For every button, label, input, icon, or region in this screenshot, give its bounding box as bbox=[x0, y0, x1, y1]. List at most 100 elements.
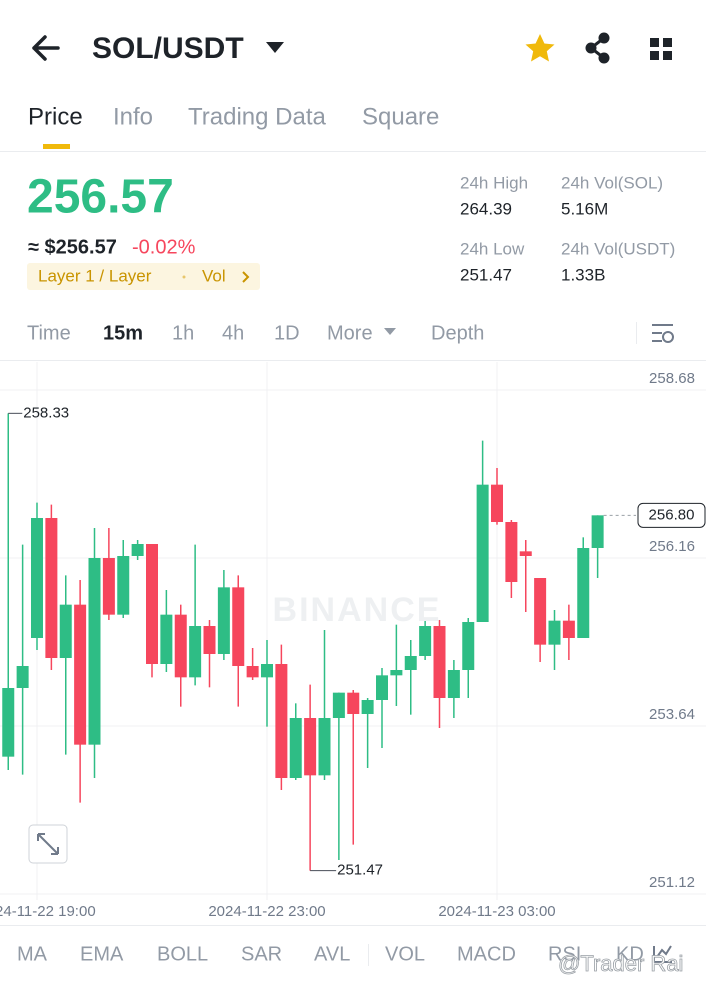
divider bbox=[0, 360, 706, 361]
back-icon bbox=[32, 35, 60, 61]
fiat-price: ≈ $256.57 bbox=[28, 236, 117, 258]
indicator[interactable]: MA bbox=[17, 943, 48, 965]
last-price-box bbox=[637, 502, 706, 528]
indicator[interactable]: SAR bbox=[241, 943, 282, 965]
interval[interactable]: Depth bbox=[431, 322, 484, 344]
candle-body bbox=[433, 626, 446, 698]
candle-body bbox=[160, 614, 173, 664]
tag[interactable]: Vol bbox=[202, 266, 226, 285]
interval[interactable]: Time bbox=[27, 322, 71, 344]
candle-body bbox=[577, 548, 590, 638]
candle-body bbox=[45, 518, 58, 658]
watermark: @Trader Rai bbox=[558, 951, 683, 976]
stat-label: 24h High bbox=[460, 173, 528, 192]
back-button[interactable] bbox=[32, 35, 60, 61]
candle-body bbox=[275, 664, 288, 778]
indicator[interactable]: MACD bbox=[457, 943, 516, 965]
settings-icon[interactable] bbox=[652, 324, 674, 343]
expand-button[interactable] bbox=[28, 824, 68, 864]
tab[interactable]: Trading Data bbox=[188, 103, 327, 130]
candle-body bbox=[203, 626, 216, 654]
tag[interactable]: Layer 1 / Layer bbox=[38, 266, 152, 285]
x-tick-label: 2024-11-23 03:00 bbox=[438, 903, 555, 920]
divider bbox=[636, 322, 637, 344]
price-change: -0.02% bbox=[132, 236, 196, 258]
interval[interactable]: 1h bbox=[172, 322, 194, 344]
settings-gear bbox=[662, 331, 674, 343]
tab-active[interactable]: Price bbox=[28, 103, 83, 130]
stat-label: 24h Vol(USDT) bbox=[561, 239, 675, 258]
candle-body bbox=[131, 544, 144, 556]
y-tick-label: 258.68 bbox=[649, 370, 695, 387]
last-price-label: 256.80 bbox=[649, 506, 695, 523]
share-icon[interactable] bbox=[585, 32, 610, 64]
candle-body bbox=[404, 656, 417, 670]
candle-body bbox=[332, 692, 345, 718]
candle-body bbox=[174, 614, 187, 678]
indicator[interactable]: EMA bbox=[80, 943, 124, 965]
layout-square bbox=[663, 38, 672, 47]
stat-value: 5.16M bbox=[561, 199, 608, 218]
stat-value: 251.47 bbox=[460, 265, 512, 284]
candle-body bbox=[419, 626, 432, 656]
interval[interactable]: More bbox=[327, 322, 373, 344]
candle-body bbox=[361, 700, 374, 714]
candle-body bbox=[562, 620, 575, 638]
stat-label: 24h Low bbox=[460, 239, 525, 258]
settings-lines bbox=[652, 324, 673, 342]
candle-body bbox=[376, 675, 388, 700]
tab[interactable]: Square bbox=[362, 103, 439, 130]
candle-body bbox=[16, 666, 29, 688]
candle-body bbox=[505, 522, 518, 582]
candle-body bbox=[189, 626, 202, 678]
interval[interactable]: 1D bbox=[274, 322, 300, 344]
candle-body bbox=[476, 484, 489, 622]
indicator[interactable]: AVL bbox=[314, 943, 350, 965]
divider bbox=[368, 944, 369, 966]
candle-body bbox=[318, 718, 331, 776]
candle-body bbox=[146, 544, 158, 664]
layout-icon[interactable] bbox=[650, 38, 672, 60]
candle-body bbox=[390, 670, 403, 676]
indicator[interactable]: RSI bbox=[548, 943, 581, 965]
tab[interactable]: Info bbox=[113, 103, 153, 130]
candle-body bbox=[347, 692, 360, 714]
candle-body bbox=[591, 515, 604, 548]
interval-active[interactable]: 15m bbox=[103, 322, 143, 344]
watermark: BINANCE bbox=[273, 591, 442, 629]
layout-square bbox=[650, 38, 659, 47]
low-marker-label: 251.47 bbox=[337, 862, 383, 879]
candle-body bbox=[261, 664, 273, 678]
stat-value: 264.39 bbox=[460, 199, 512, 218]
indicator-icon[interactable] bbox=[653, 945, 672, 963]
interval[interactable]: 4h bbox=[222, 322, 244, 344]
dropdown-icon[interactable] bbox=[266, 42, 284, 53]
candle-body bbox=[519, 551, 532, 556]
stat-value: 1.33B bbox=[561, 265, 605, 284]
share-dot bbox=[598, 32, 610, 44]
x-tick-label: 2024-11-22 23:00 bbox=[208, 903, 325, 920]
favorite-icon[interactable] bbox=[525, 34, 555, 62]
stat-label: 24h Vol(SOL) bbox=[561, 173, 663, 192]
candlestick-chart: 258.68 256.16 253.64 251.12 2024-11-22 19:00… bbox=[0, 362, 706, 920]
pair-title[interactable]: SOL/USDT bbox=[92, 32, 244, 65]
candle-body bbox=[447, 670, 460, 698]
indicator[interactable]: VOL bbox=[385, 943, 425, 965]
indicator[interactable]: KD bbox=[616, 943, 644, 965]
candle-body bbox=[31, 518, 43, 638]
layout-square bbox=[650, 51, 659, 60]
share-dot bbox=[585, 42, 597, 54]
candle-body bbox=[246, 666, 259, 678]
tag-box[interactable] bbox=[27, 263, 260, 290]
share-dot bbox=[598, 52, 610, 64]
divider bbox=[0, 925, 706, 926]
indicator[interactable]: BOLL bbox=[157, 943, 208, 965]
tag-arrow bbox=[242, 271, 250, 283]
layout-square bbox=[663, 51, 672, 60]
candle-body bbox=[548, 620, 561, 645]
tab-underline bbox=[43, 144, 70, 149]
expand-icon bbox=[37, 833, 59, 855]
candle-body bbox=[102, 558, 115, 615]
candle-body bbox=[232, 587, 245, 666]
